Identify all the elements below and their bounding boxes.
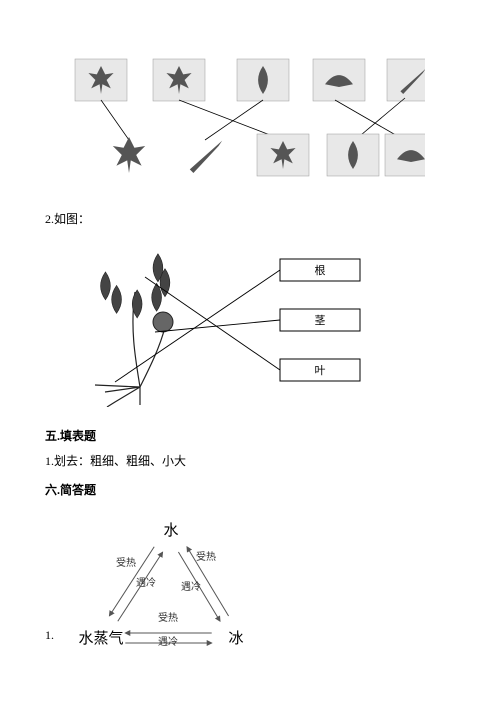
svg-text:茎: 茎	[315, 314, 326, 327]
section-5-title: 五.填表题	[45, 427, 455, 444]
section-6-title: 六.简答题	[45, 481, 455, 498]
svg-text:水: 水	[163, 522, 178, 539]
svg-text:根: 根	[315, 263, 326, 277]
water-cycle-svg: 水水蒸气冰受热遇冷受热遇冷受热遇冷	[56, 508, 266, 658]
leaf-matching-figure	[45, 50, 455, 190]
svg-text:受热: 受热	[116, 556, 136, 569]
plant-parts-svg: 根茎叶	[45, 237, 405, 407]
svg-text:水蒸气: 水蒸气	[78, 630, 123, 647]
sec5-q1: 1.划去：粗细、粗细、小大	[45, 452, 455, 469]
sec6-q1-prefix: 1.	[45, 628, 54, 643]
svg-text:受热: 受热	[196, 550, 216, 563]
svg-text:冰: 冰	[228, 630, 243, 647]
plant-parts-figure: 根茎叶	[45, 237, 455, 407]
svg-text:遇冷: 遇冷	[181, 580, 201, 593]
water-cycle-figure: 1. 水水蒸气冰受热遇冷受热遇冷受热遇冷	[45, 508, 455, 658]
svg-text:遇冷: 遇冷	[158, 635, 178, 648]
svg-text:遇冷: 遇冷	[136, 576, 156, 589]
svg-text:受热: 受热	[158, 611, 178, 624]
leaf-matching-svg	[45, 50, 425, 190]
q2-label: 2.如图：	[45, 210, 455, 227]
svg-text:叶: 叶	[315, 364, 326, 377]
